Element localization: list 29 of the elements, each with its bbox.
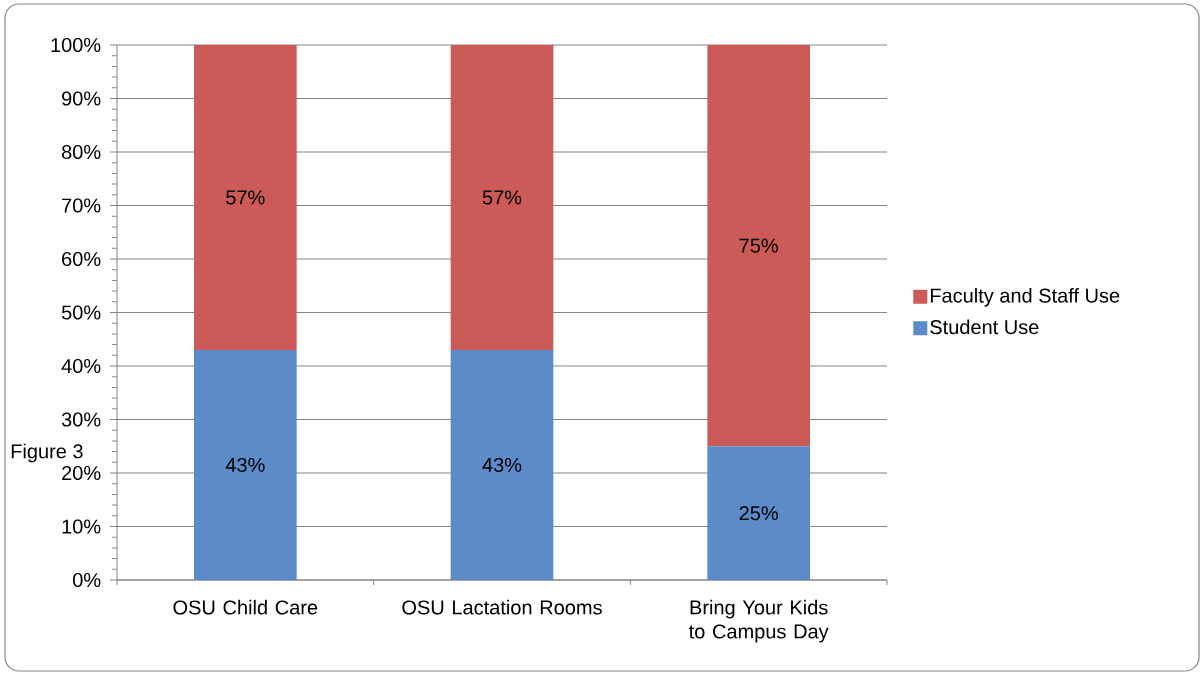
y-tick-label: 30%: [61, 412, 101, 427]
y-tick-label: 20%: [62, 465, 101, 481]
y-tick-label: 80%: [61, 144, 101, 160]
y-tick-label: 60%: [62, 251, 101, 267]
y-tick-label: 100%: [51, 37, 101, 53]
bar: [450, 349, 554, 580]
data-label: 25%: [739, 506, 778, 521]
data-label: 43%: [482, 457, 522, 473]
data-label: 75%: [739, 238, 778, 253]
y-tick-label: 0%: [73, 572, 101, 588]
data-label: 57%: [482, 190, 522, 205]
x-tick-label: OSU Lactation Rooms: [402, 599, 602, 615]
bar: [450, 45, 554, 350]
y-tick-label: 70%: [62, 198, 101, 213]
data-label: 43%: [225, 457, 265, 473]
bar: [707, 45, 811, 447]
bar: [707, 446, 811, 580]
y-tick-label: 10%: [62, 519, 101, 534]
legend-label: Faculty and Staff Use: [930, 288, 1120, 307]
caption: Figure 3: [11, 443, 83, 463]
y-tick-label: 50%: [61, 305, 101, 320]
legend-label: Student Use: [930, 319, 1039, 335]
x-tick-label: OSU Child Care: [173, 599, 318, 615]
bar: [194, 349, 297, 580]
y-tick-label: 40%: [61, 358, 101, 374]
bar: [194, 45, 297, 350]
y-tick-label: 90%: [62, 91, 101, 106]
data-label: 57%: [226, 190, 265, 205]
x-tick-label: Bring Your Kids to Campus Day: [688, 599, 829, 643]
